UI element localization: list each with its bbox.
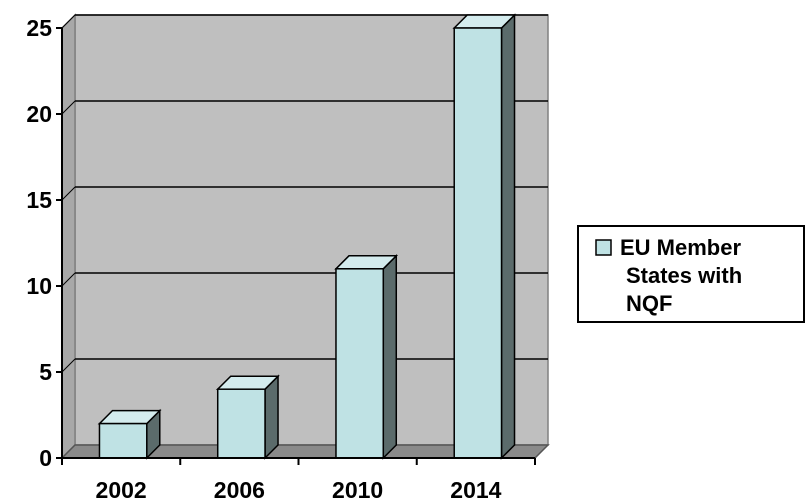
legend: EU Member States with NQF xyxy=(577,225,805,323)
legend-label-line-1: EU Member xyxy=(620,235,741,260)
y-tick-label: 15 xyxy=(26,187,52,213)
gridline-wall xyxy=(61,358,76,373)
bar-side xyxy=(500,13,516,460)
bar xyxy=(97,408,162,460)
gridline-wall xyxy=(61,272,76,287)
x-tick-label: 2014 xyxy=(450,477,501,503)
plot-left-wall xyxy=(61,13,76,460)
bar xyxy=(452,13,517,460)
bar-front xyxy=(98,422,148,459)
bar-front xyxy=(453,27,503,459)
gridline-wall xyxy=(61,186,76,201)
y-tick-label: 10 xyxy=(26,273,52,299)
legend-label-line-2: States with xyxy=(626,263,742,288)
bar-side xyxy=(382,253,398,460)
bar-side xyxy=(264,374,279,460)
gridline-wall xyxy=(61,14,76,29)
bar xyxy=(215,374,280,460)
gridline-wall xyxy=(61,100,76,115)
y-tick-label: 5 xyxy=(39,359,52,385)
bar xyxy=(334,253,399,460)
y-ticks: 0 5 10 15 20 25 xyxy=(26,15,62,471)
bar-front xyxy=(216,388,266,459)
legend-label-line-3: NQF xyxy=(626,291,672,316)
legend-swatch xyxy=(595,239,612,256)
legend-box xyxy=(577,225,805,323)
y-tick-label: 0 xyxy=(39,445,52,471)
x-tick-label: 2006 xyxy=(214,477,265,503)
x-ticks: 2002 2006 2010 2014 xyxy=(61,458,536,503)
y-tick-label: 25 xyxy=(26,15,52,41)
x-tick-label: 2002 xyxy=(96,477,147,503)
y-tick-label: 20 xyxy=(26,101,52,127)
x-tick-label: 2010 xyxy=(332,477,383,503)
bar-front xyxy=(335,268,385,459)
bars xyxy=(97,13,517,460)
